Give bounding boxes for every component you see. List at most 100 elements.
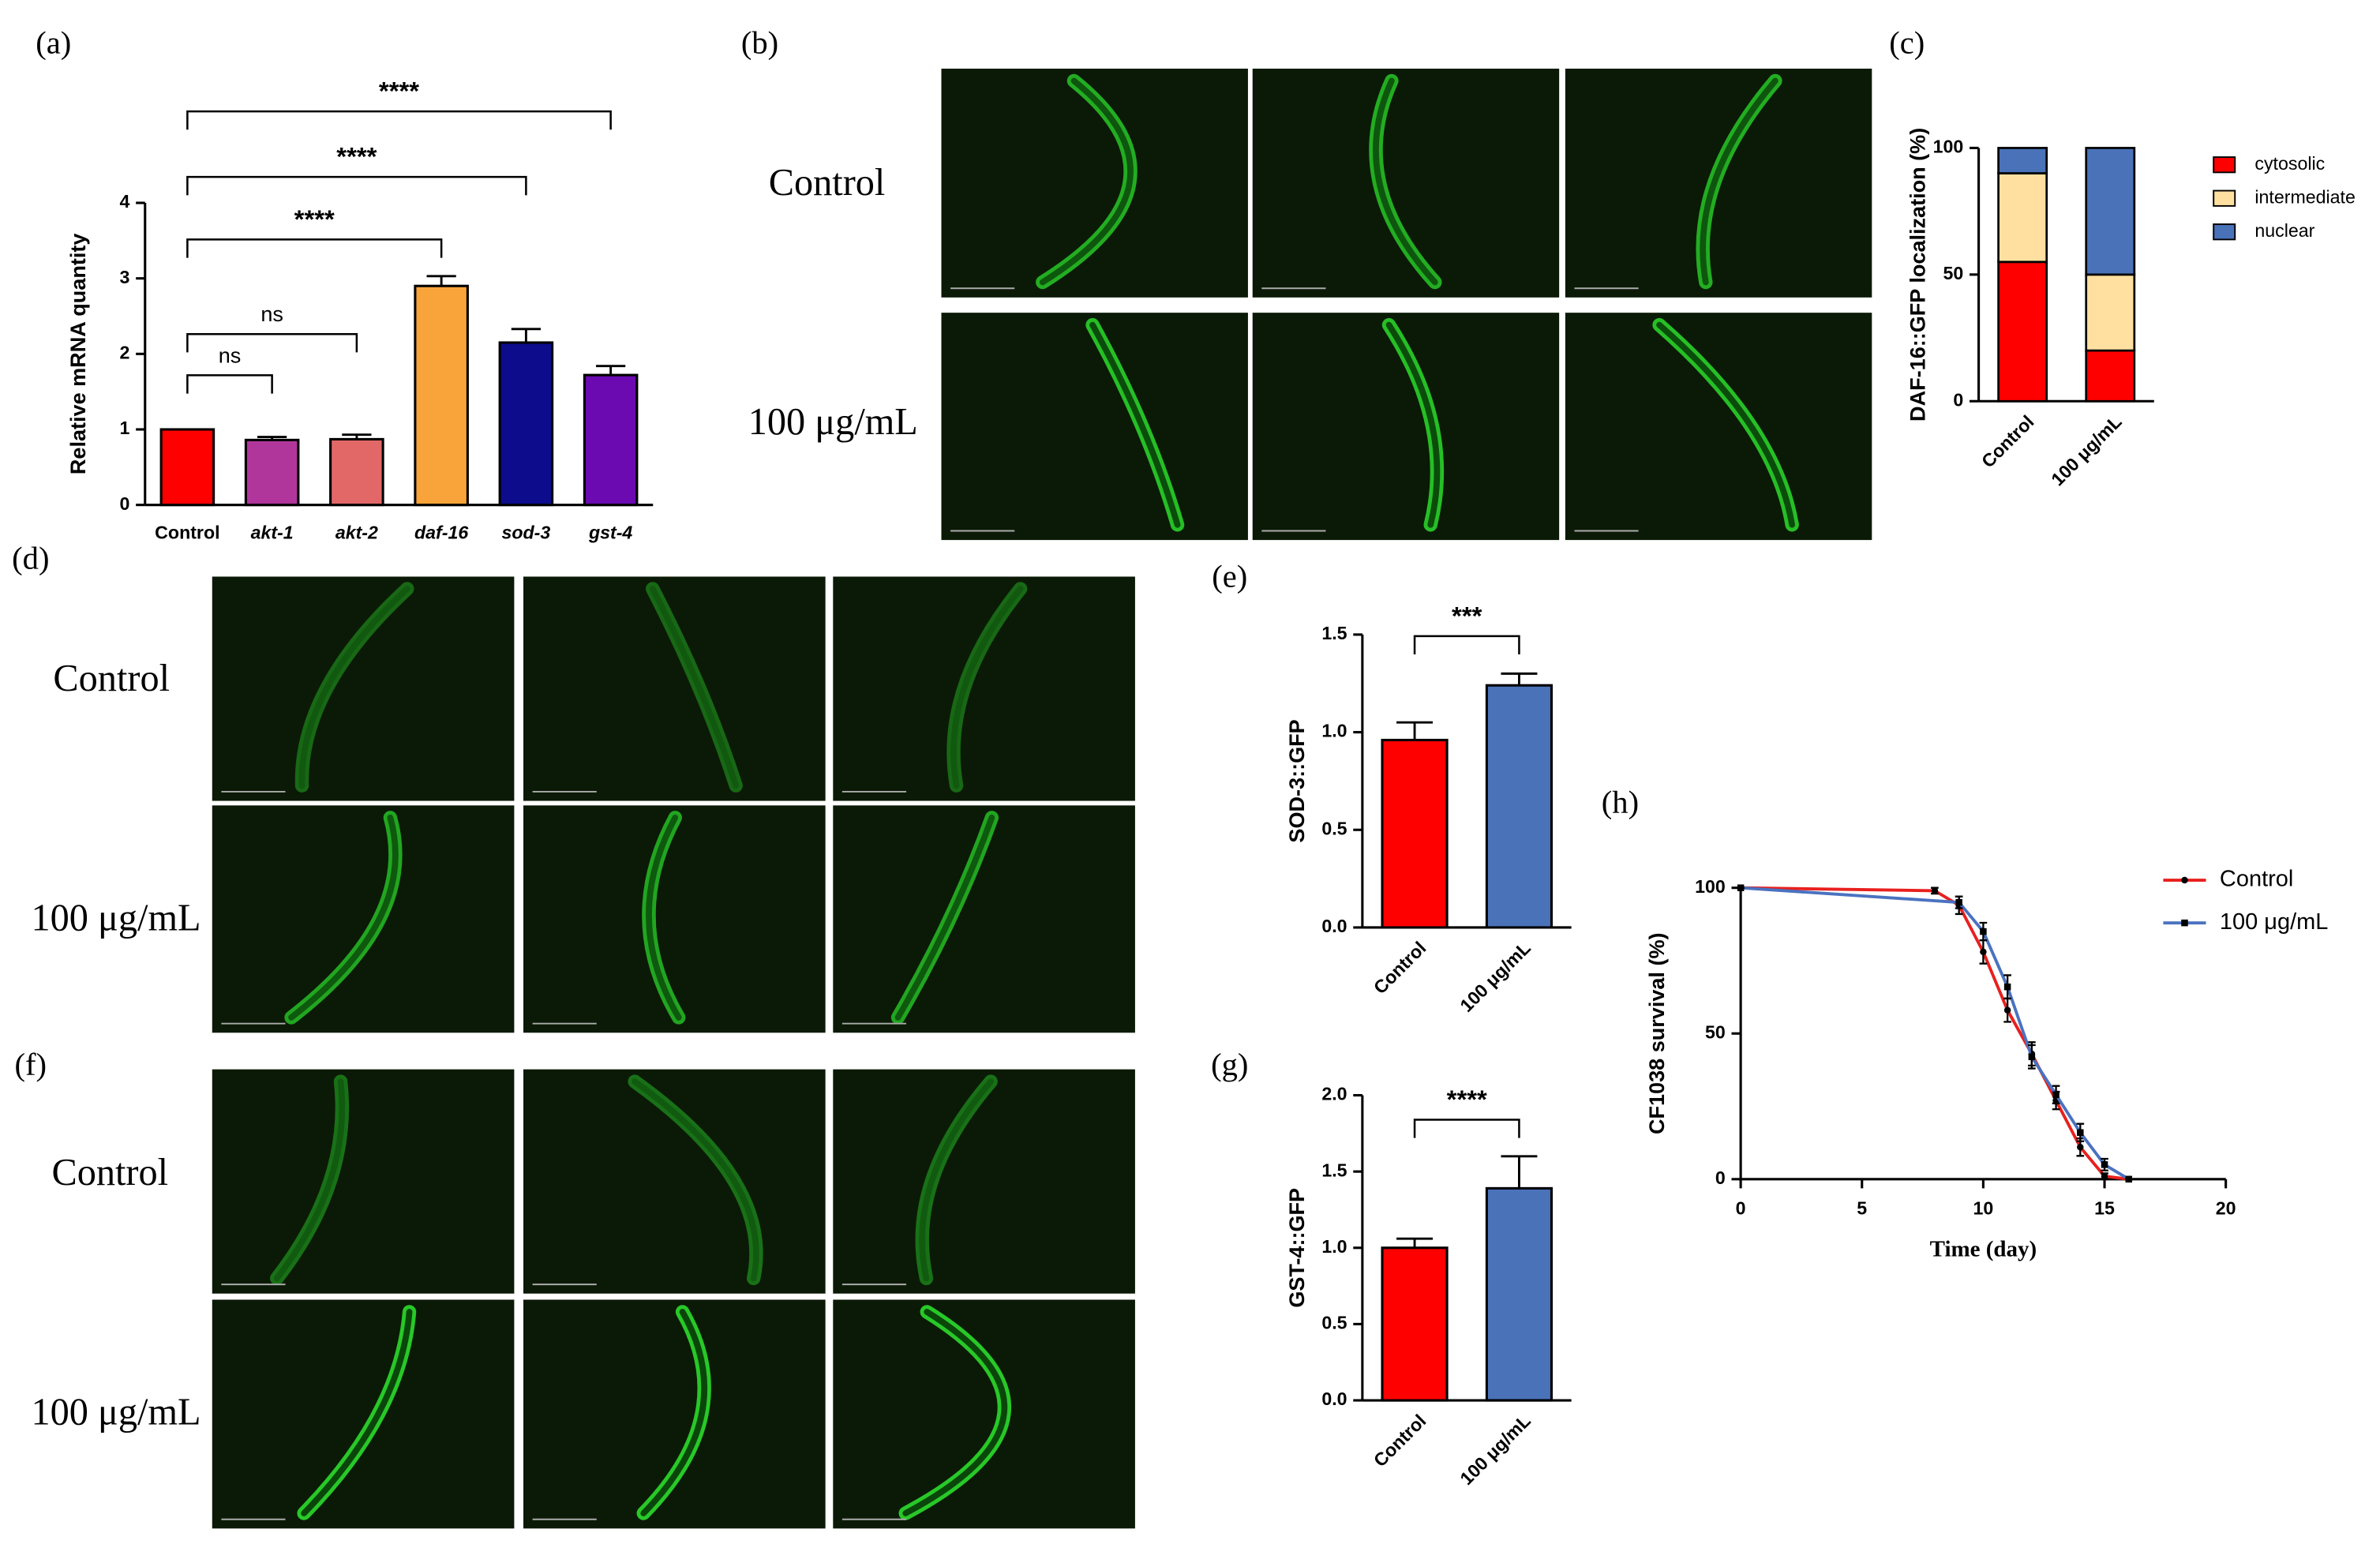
significance-bracket xyxy=(186,332,358,353)
x-tick-label: Control xyxy=(1977,411,2038,472)
series-line xyxy=(1740,886,2130,1181)
micrograph xyxy=(941,313,1248,541)
marker xyxy=(1737,884,1745,891)
worm-core xyxy=(1656,321,1796,528)
x-tick-label: 10 xyxy=(1973,1198,1994,1219)
y-tick-label: 100 xyxy=(1695,876,1726,897)
bar-segment xyxy=(1997,172,2048,264)
micrograph-bg xyxy=(941,313,1248,541)
worm-core xyxy=(902,1309,1008,1516)
legend-label: 100 μg/mL xyxy=(2220,909,2328,935)
significance-label: **** xyxy=(379,77,419,106)
y-tick-label: 0 xyxy=(120,493,130,514)
panel-label: (f) xyxy=(15,1047,47,1082)
marker xyxy=(2077,1129,2084,1137)
panel-label: (b) xyxy=(741,24,778,60)
micrograph xyxy=(523,1069,826,1294)
significance-label: **** xyxy=(1447,1085,1487,1114)
micrograph xyxy=(833,1299,1135,1529)
bar-segment xyxy=(1997,147,2048,174)
micrograph xyxy=(212,1069,515,1294)
micrograph xyxy=(1565,313,1872,541)
bar xyxy=(583,373,639,507)
micrograph xyxy=(833,1069,1135,1294)
micrograph xyxy=(523,576,826,801)
legend-label: intermediate xyxy=(2254,186,2356,207)
worm-core xyxy=(1700,77,1778,286)
y-tick-label: 0.0 xyxy=(1321,1388,1347,1409)
marker xyxy=(2052,1091,2060,1099)
worm-core xyxy=(632,1078,759,1282)
bar xyxy=(244,438,300,507)
bar-segment xyxy=(2085,349,2136,403)
micrograph-bg xyxy=(1565,313,1872,541)
x-tick-label: akt-1 xyxy=(251,522,294,542)
y-axis-label: SOD-3::GFP xyxy=(1285,719,1309,842)
y-tick-label: 1.5 xyxy=(1321,623,1347,643)
significance-bracket xyxy=(1413,1119,1520,1138)
x-tick-label: 5 xyxy=(1857,1198,1867,1219)
x-tick-label: sod-3 xyxy=(501,522,550,542)
worm-core xyxy=(273,1078,346,1282)
worm-core xyxy=(640,1309,708,1516)
y-tick-label: 2 xyxy=(120,342,130,362)
x-tick-label: 100 μg/mL xyxy=(2047,411,2125,489)
x-tick-label: daf-16 xyxy=(414,522,469,542)
micrograph-bg xyxy=(212,805,515,1033)
row-label: Control xyxy=(53,658,170,699)
worm-core xyxy=(288,814,399,1021)
worm-core xyxy=(649,586,740,789)
micrograph xyxy=(212,1299,515,1529)
bar-segment xyxy=(2085,273,2136,352)
marker xyxy=(2028,1053,2036,1061)
panel-label: (c) xyxy=(1889,24,1925,60)
y-tick-label: 1 xyxy=(120,418,130,438)
micrograph-bg xyxy=(212,576,515,801)
bar xyxy=(414,284,469,507)
y-tick-label: 0.5 xyxy=(1321,818,1347,838)
legend-swatch xyxy=(2213,189,2236,207)
x-tick-label: 100 μg/mL xyxy=(1456,938,1534,1016)
worm xyxy=(946,582,1028,793)
legend-marker xyxy=(2181,876,2188,884)
significance-label: ns xyxy=(219,343,242,367)
micrograph-bg xyxy=(833,576,1135,801)
panel-label: (h) xyxy=(1602,785,1639,820)
worm-core xyxy=(1089,321,1181,528)
marker xyxy=(1931,887,1939,894)
bar xyxy=(329,437,384,507)
x-tick-label: gst-4 xyxy=(588,522,632,542)
micrograph-bg xyxy=(212,1299,515,1529)
worm-core xyxy=(894,814,995,1021)
y-axis-label: Relative mRNA quantity xyxy=(66,234,90,475)
x-tick-label: Control xyxy=(1370,938,1430,999)
micrograph xyxy=(212,805,515,1033)
bar-segment xyxy=(2085,147,2136,276)
x-tick-label: Control xyxy=(1370,1411,1430,1471)
x-tick-label: 20 xyxy=(2216,1198,2236,1219)
marker xyxy=(1980,928,1987,935)
micrograph-bg xyxy=(833,1299,1135,1529)
significance-label: **** xyxy=(336,142,377,171)
row-label: 100 μg/mL xyxy=(31,1391,201,1433)
worm-core xyxy=(646,814,682,1021)
y-tick-label: 0.0 xyxy=(1321,916,1347,936)
series-line xyxy=(1741,886,2129,1181)
y-axis-label: DAF-16::GFP localization (%) xyxy=(1906,128,1929,422)
panel-label: (g) xyxy=(1211,1047,1248,1082)
marker xyxy=(2101,1172,2108,1180)
y-tick-label: 1.0 xyxy=(1321,721,1347,741)
bar xyxy=(1381,738,1449,929)
marker xyxy=(2125,1175,2133,1183)
micrograph xyxy=(941,68,1248,298)
micrograph-bg xyxy=(523,1299,826,1529)
micrograph-bg xyxy=(833,1069,1135,1294)
marker xyxy=(2077,1143,2084,1151)
x-tick-label: 100 μg/mL xyxy=(1456,1411,1534,1489)
micrograph-bg xyxy=(212,1069,515,1294)
bar xyxy=(498,341,554,507)
y-tick-label: 0 xyxy=(1953,389,1963,410)
micrograph-bg xyxy=(523,576,826,801)
legend-swatch xyxy=(2213,223,2236,241)
